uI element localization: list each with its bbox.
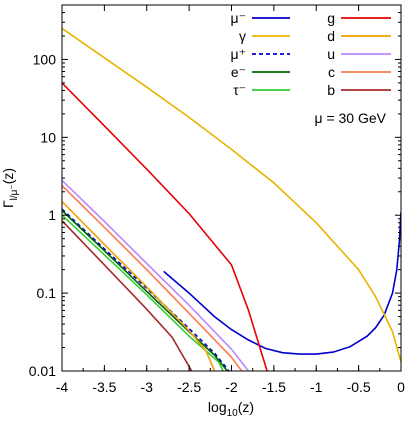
series-line-5 bbox=[62, 82, 268, 371]
legend-label-4: τ⁻ bbox=[233, 82, 246, 98]
x-tick-label-2: -3 bbox=[141, 379, 154, 395]
legend-label-6: d bbox=[327, 28, 335, 44]
legend-label-5: g bbox=[327, 10, 335, 26]
series-line-1 bbox=[62, 27, 401, 363]
x-tick-label-6: -1 bbox=[310, 379, 323, 395]
series-line-0 bbox=[163, 211, 401, 355]
x-tick-label-5: -1.5 bbox=[262, 379, 286, 395]
legend-label-8: c bbox=[328, 64, 335, 80]
x-tick-label-7: -0.5 bbox=[347, 379, 371, 395]
x-tick-label-4: -2 bbox=[225, 379, 238, 395]
legend-label-0: μ⁻ bbox=[231, 10, 246, 26]
series-line-4 bbox=[62, 214, 224, 371]
y-tick-label-3: 10 bbox=[40, 129, 56, 145]
series-line-8 bbox=[62, 185, 243, 371]
legend-label-7: u bbox=[327, 46, 335, 62]
y-tick-label-2: 1 bbox=[48, 207, 56, 223]
series-line-6 bbox=[62, 200, 216, 371]
y-tick-label-4: 100 bbox=[33, 51, 57, 67]
legend-label-1: γ bbox=[239, 28, 246, 44]
legend-label-3: e⁻ bbox=[231, 64, 246, 80]
y-axis-label: Γl/μ⁻(z) bbox=[0, 168, 20, 208]
series-line-2 bbox=[62, 208, 230, 371]
x-tick-label-0: -4 bbox=[56, 379, 69, 395]
x-axis-label: log10(z) bbox=[208, 399, 254, 419]
x-tick-label-8: 0 bbox=[397, 379, 405, 395]
series-line-9 bbox=[62, 220, 193, 371]
y-tick-label-0: 0.01 bbox=[29, 363, 56, 379]
legend-label-9: b bbox=[327, 82, 335, 98]
annotation-mu: μ = 30 GeV bbox=[315, 110, 387, 126]
ticks-layer: -4 -3.5 -3 -2.5 -2 -1.5 -1 -0.5 0 0.01 0.1 1 10 100 bbox=[29, 4, 405, 395]
y-tick-label-1: 0.1 bbox=[37, 285, 57, 301]
x-tick-label-1: -3.5 bbox=[92, 379, 116, 395]
x-tick-label-3: -2.5 bbox=[177, 379, 201, 395]
series-line-3 bbox=[62, 209, 228, 371]
series-layer bbox=[62, 27, 401, 371]
legend-label-2: μ⁺ bbox=[231, 46, 246, 62]
series-line-7 bbox=[62, 179, 250, 371]
